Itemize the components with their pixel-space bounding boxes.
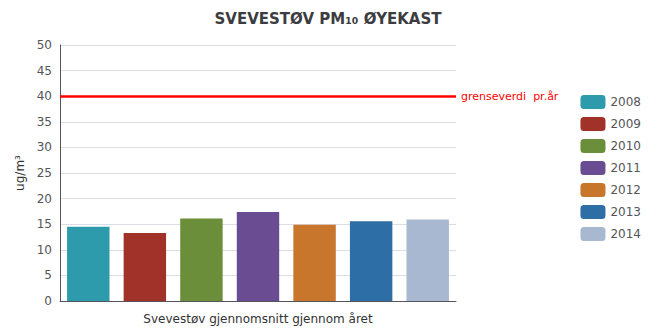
svg-text:40: 40 — [37, 89, 52, 103]
svg-text:25: 25 — [37, 166, 52, 180]
svg-text:15: 15 — [37, 217, 52, 231]
svg-text:45: 45 — [37, 64, 52, 78]
svg-text:grenseverdi pr.år: grenseverdi pr.år — [461, 90, 559, 103]
svg-text:2012: 2012 — [610, 183, 641, 197]
svg-text:35: 35 — [37, 115, 52, 129]
svg-text:2014: 2014 — [610, 227, 641, 241]
svg-text:Svevestøv gjennomsnitt gjennom: Svevestøv gjennomsnitt gjennom året — [143, 312, 373, 326]
svg-text:10: 10 — [37, 243, 52, 257]
svg-text:2008: 2008 — [610, 95, 641, 109]
svg-text:2013: 2013 — [610, 205, 641, 219]
svg-text:SVEVESTØV PM₁₀ ØYEKAST: SVEVESTØV PM₁₀ ØYEKAST — [214, 10, 442, 28]
svg-text:5: 5 — [44, 268, 52, 282]
svg-text:30: 30 — [37, 140, 52, 154]
svg-text:ug/m³: ug/m³ — [13, 155, 27, 191]
svg-text:2010: 2010 — [610, 139, 641, 153]
svg-text:0: 0 — [44, 294, 52, 308]
svg-text:2009: 2009 — [610, 117, 641, 131]
svg-text:50: 50 — [37, 38, 52, 52]
svg-text:2011: 2011 — [610, 161, 641, 175]
svg-text:20: 20 — [37, 192, 52, 206]
